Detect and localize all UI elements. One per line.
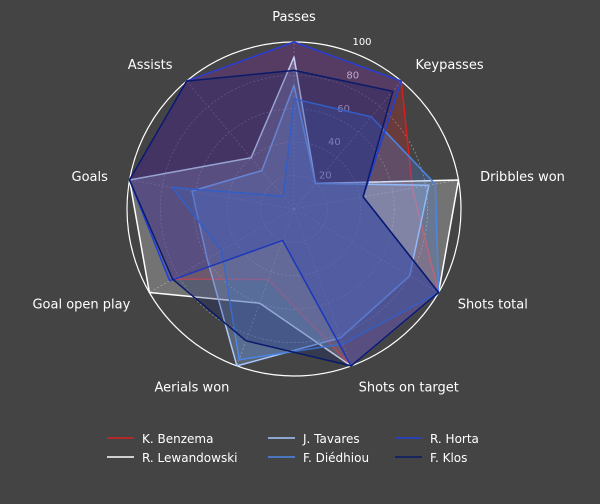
radar-series [128, 41, 460, 367]
legend-label: R. Lewandowski [142, 451, 237, 465]
legend-label: K. Benzema [142, 432, 213, 446]
legend-label: F. Diédhiou [303, 451, 369, 465]
radial-tick-label: 100 [352, 37, 371, 48]
grid-circle-40 [226, 141, 362, 277]
legend-label: R. Horta [430, 432, 479, 446]
axis-label: Shots on target [359, 381, 459, 396]
radial-tick-label: 60 [337, 104, 350, 115]
axis-label: Keypasses [416, 58, 484, 73]
grid-circle-60 [193, 108, 395, 310]
axis-label: Passes [272, 10, 316, 25]
axis-label: Goal open play [32, 298, 130, 313]
axis-label: Goals [72, 170, 109, 185]
radar-grid: 20 40 60 80 100 [126, 37, 462, 377]
axis-label: Aerials won [154, 381, 229, 396]
axis-label: Dribbles won [480, 170, 565, 185]
radar-labels: Passes Keypasses Dribbles won Shots total Sh… [32, 10, 564, 396]
legend-label: F. Klos [430, 451, 467, 465]
series-polygon [128, 69, 440, 367]
legend-label: J. Tavares [302, 432, 360, 446]
legend: K. Benzema R. Lewandowski J. Tavares F. Dié… [107, 432, 479, 465]
series-polygon [128, 56, 460, 367]
radial-tick-label: 80 [346, 70, 359, 81]
axis-label: Assists [128, 58, 173, 73]
axis-label: Shots total [458, 298, 528, 313]
radial-tick-label: 20 [319, 171, 332, 182]
radial-tick-label: 40 [328, 137, 341, 148]
